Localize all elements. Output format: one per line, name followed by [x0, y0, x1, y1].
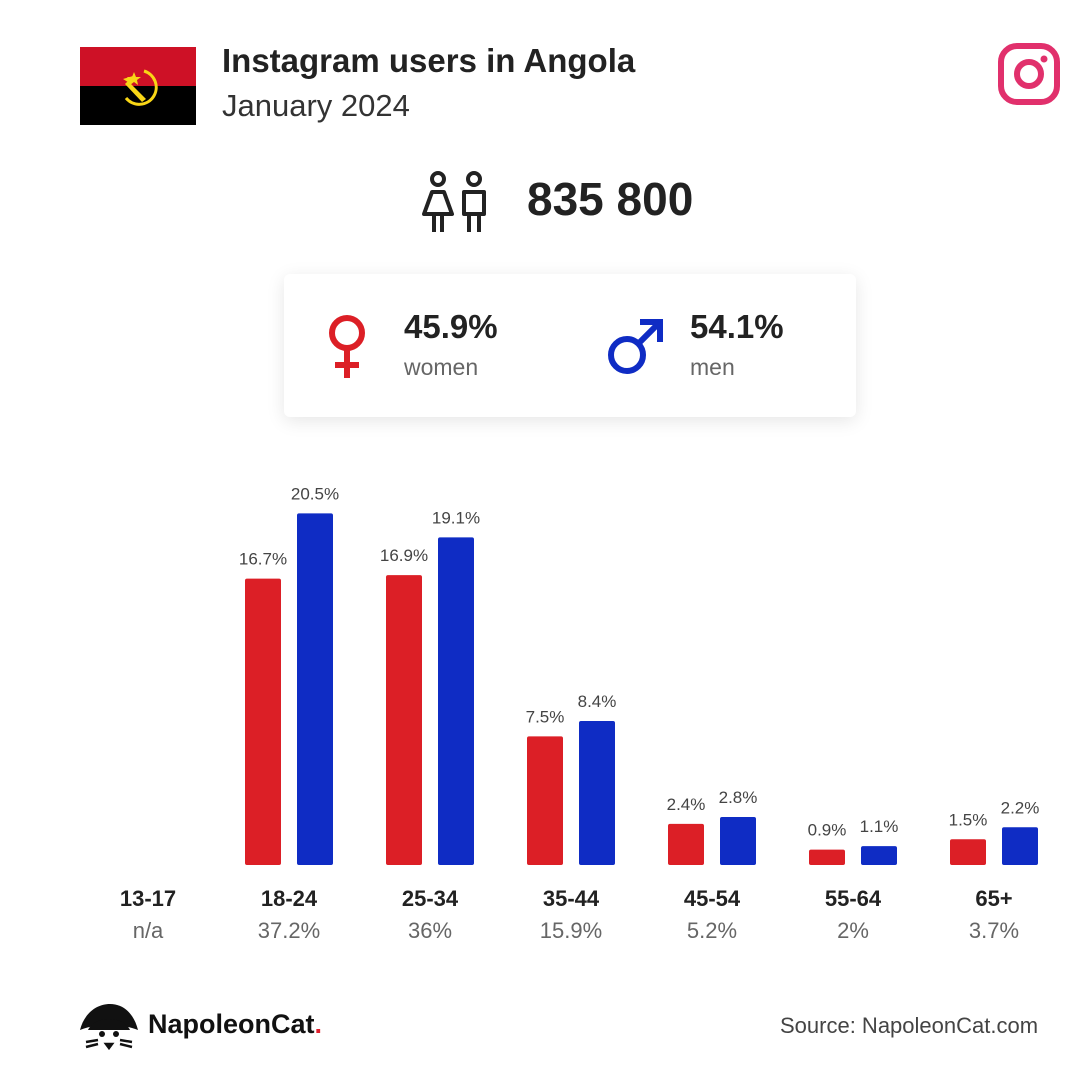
gender-card: 45.9% women 54.1% men [284, 274, 856, 417]
bar-value-label: 19.1% [432, 508, 480, 527]
angola-flag-icon [80, 47, 196, 125]
bar-women-65+ [950, 839, 986, 865]
category-label: 25-34 [402, 886, 459, 911]
category-total: n/a [133, 918, 164, 943]
bar-value-label: 2.4% [667, 795, 706, 814]
brand-dot: . [314, 1009, 323, 1039]
category-total: 36% [408, 918, 452, 943]
bar-value-label: 1.1% [860, 817, 899, 836]
bar-value-label: 16.7% [239, 550, 287, 569]
napoleoncat-logo-icon [80, 1004, 138, 1051]
age-gender-bar-chart: 13-17 n/a 16.7% 20.5% 18-24 37.2% 16.9%19.1% 25… [120, 484, 1040, 943]
bar-value-label: 1.5% [949, 810, 988, 829]
total-users: 835 800 [527, 173, 694, 225]
bar-men-18-24 [297, 513, 333, 865]
chart-subtitle: January 2024 [222, 88, 410, 123]
bar-value-label: 2.8% [719, 788, 758, 807]
bar-value-label: 16.9% [380, 546, 428, 565]
women-percentage: 45.9% [404, 308, 498, 345]
category-label: 18-24 [261, 886, 318, 911]
chart-title: Instagram users in Angola [222, 42, 636, 79]
instagram-icon [998, 43, 1060, 105]
bar-men-65+ [1002, 827, 1038, 865]
category-total: 2% [837, 918, 869, 943]
bar-women-35-44 [527, 736, 563, 865]
bar-women-55-64 [809, 849, 845, 865]
bar-women-25-34 [386, 575, 422, 865]
category-total: 15.9% [540, 918, 602, 943]
bar-value-label: 8.4% [578, 692, 617, 711]
brand-name-text: NapoleonCat [148, 1009, 315, 1039]
bar-men-45-54 [720, 816, 756, 865]
bar-women-45-54 [668, 823, 704, 865]
bar-value-label: 0.9% [808, 821, 847, 840]
people-icon [422, 171, 486, 232]
bar-men-35-44 [579, 720, 615, 865]
male-symbol-icon [608, 319, 663, 374]
female-symbol-icon [329, 315, 365, 378]
bar-value-label: 2.2% [1001, 798, 1040, 817]
bar-women-18-24 [245, 578, 281, 865]
category-total: 5.2% [687, 918, 737, 943]
category-label: 55-64 [825, 886, 882, 911]
bar-men-55-64 [861, 846, 897, 865]
men-percentage: 54.1% [690, 308, 784, 345]
men-label: men [690, 354, 735, 380]
bar-men-25-34 [438, 537, 474, 865]
source-credit: Source: NapoleonCat.com [780, 1013, 1039, 1038]
category-total: 37.2% [258, 918, 320, 943]
category-total: 3.7% [969, 918, 1019, 943]
women-label: women [404, 354, 479, 380]
category-label: 65+ [975, 886, 1012, 911]
brand-name: NapoleonCat. [148, 1009, 322, 1040]
category-label: 45-54 [684, 886, 741, 911]
category-label: 13-17 [120, 886, 176, 911]
bar-value-label: 7.5% [526, 707, 565, 726]
category-label: 35-44 [543, 886, 600, 911]
bar-value-label: 20.5% [291, 484, 339, 503]
